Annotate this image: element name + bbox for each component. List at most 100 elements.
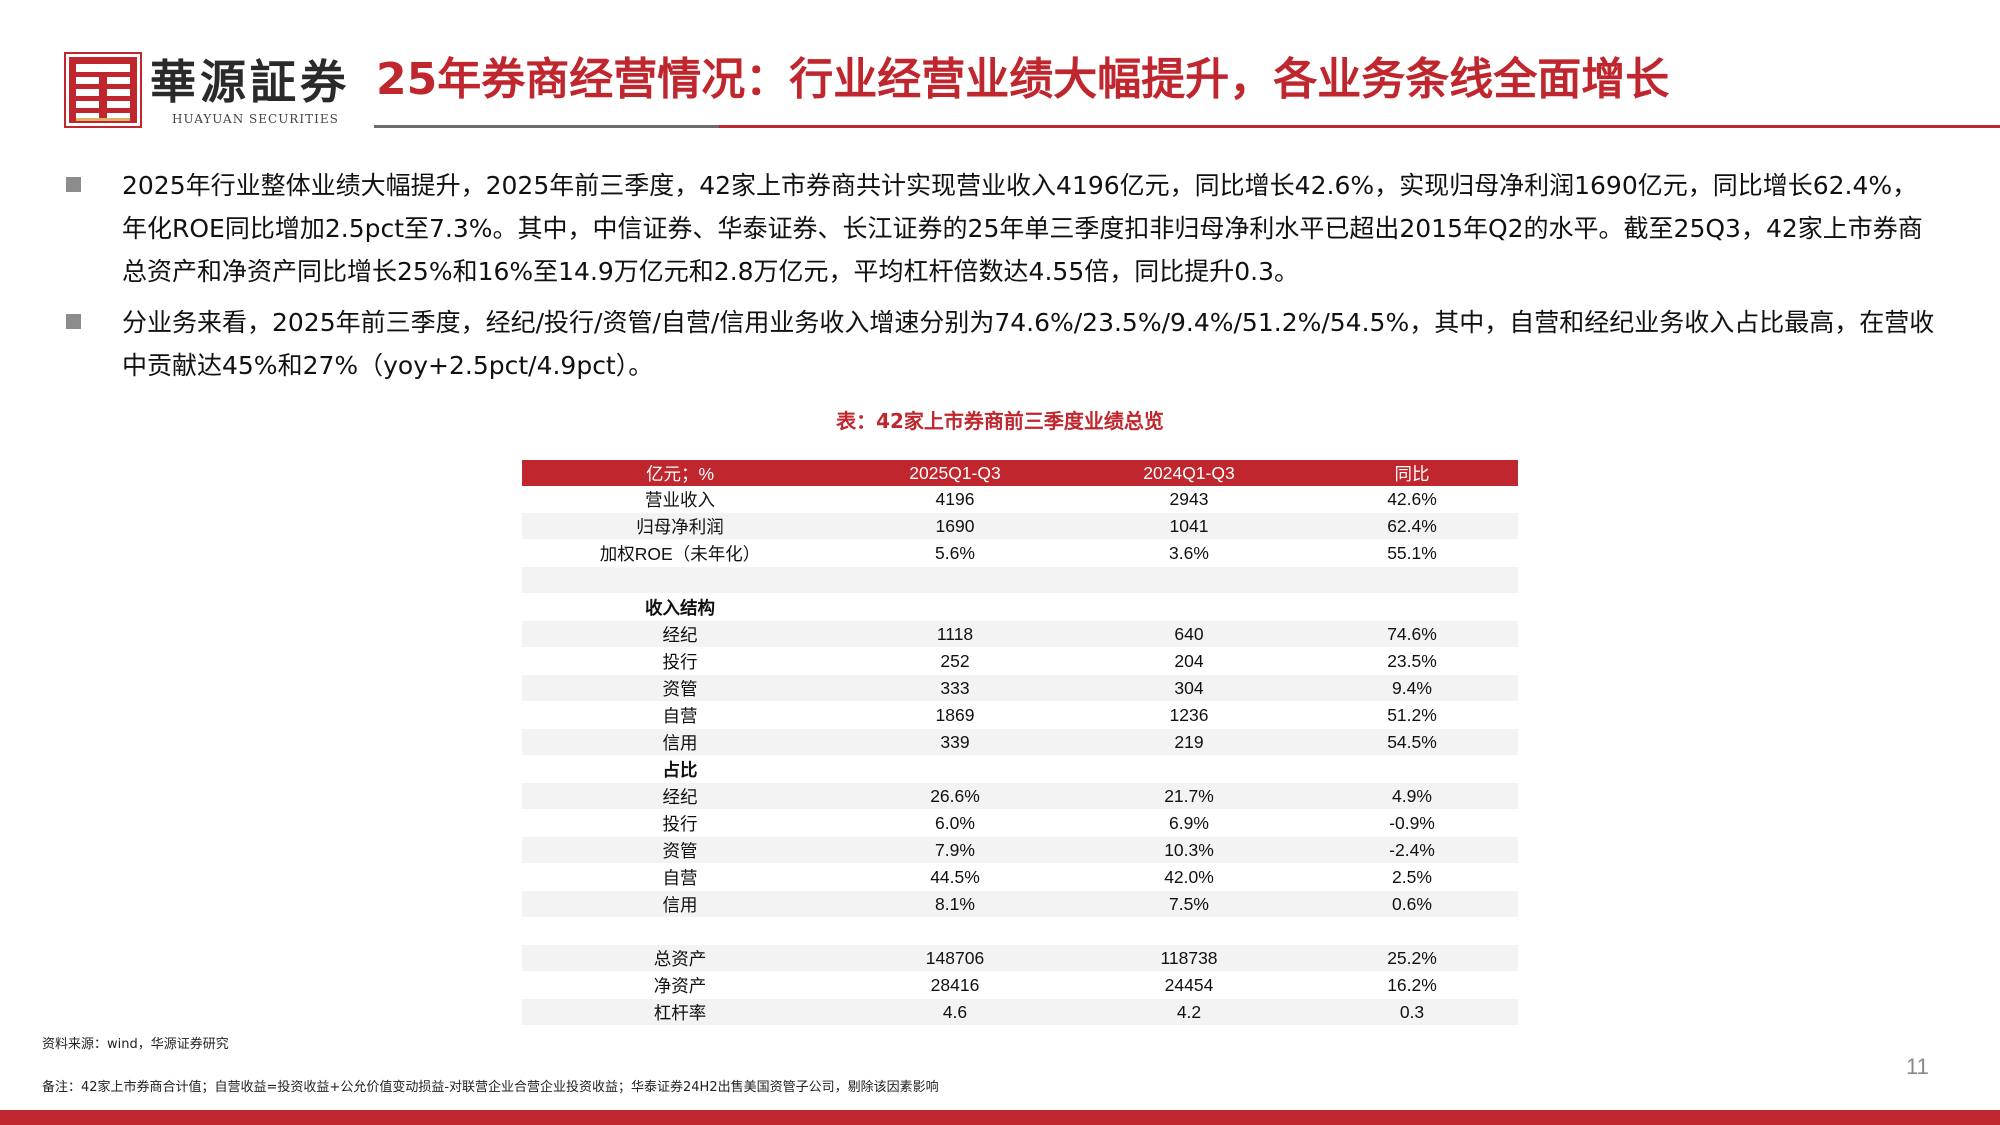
table-cell: 23.5% (1306, 647, 1518, 675)
table-cell: 219 (1072, 728, 1306, 756)
table-cell: 总资产 (522, 944, 838, 972)
table-cell: 资管 (522, 674, 838, 702)
bullet-item: 分业务来看，2025年前三季度，经纪/投行/资管/自营/信用业务收入增速分别为7… (66, 301, 1942, 387)
table-cell: 1869 (838, 701, 1072, 729)
header-cell: 同比 (1306, 460, 1518, 486)
table-cell: 自营 (522, 863, 838, 891)
table-cell: 333 (838, 674, 1072, 702)
table-row: 经纪 1118 640 74.6% (522, 620, 1518, 648)
table-cell: 55.1% (1306, 539, 1518, 567)
table-row: 收入结构 (522, 593, 1518, 621)
table-cell (1072, 566, 1306, 594)
table-cell: 6.0% (838, 809, 1072, 837)
header-cell: 亿元；% (522, 460, 838, 486)
title-underline-grey (374, 125, 719, 128)
table-row (522, 917, 1518, 945)
table-cell: 339 (838, 728, 1072, 756)
table-cell: 信用 (522, 728, 838, 756)
table-row: 占比 (522, 755, 1518, 783)
table-cell: 74.6% (1306, 620, 1518, 648)
header-cell: 2025Q1-Q3 (838, 460, 1072, 486)
table-cell: 26.6% (838, 782, 1072, 810)
table-cell: 资管 (522, 836, 838, 864)
table-cell: 118738 (1072, 944, 1306, 972)
table-cell: 62.4% (1306, 512, 1518, 540)
table-cell (1072, 755, 1306, 783)
table-cell: 204 (1072, 647, 1306, 675)
table-row: 信用 339 219 54.5% (522, 728, 1518, 756)
table-cell: 经纪 (522, 782, 838, 810)
table-cell: 7.9% (838, 836, 1072, 864)
table-cell: 0.3 (1306, 998, 1518, 1026)
table-header-row: 亿元；% 2025Q1-Q3 2024Q1-Q3 同比 (522, 460, 1518, 486)
table-row: 总资产 148706 118738 25.2% (522, 944, 1518, 972)
table-row: 信用 8.1% 7.5% 0.6% (522, 890, 1518, 918)
table-cell: 54.5% (1306, 728, 1518, 756)
table-caption: 表：42家上市券商前三季度业绩总览 (836, 409, 1164, 433)
table-row: 经纪 26.6% 21.7% 4.9% (522, 782, 1518, 810)
remark-note: 备注：42家上市券商合计值；自营收益=投资收益+公允价值变动损益-对联营企业合营… (42, 1080, 939, 1095)
table-cell: 自营 (522, 701, 838, 729)
table-cell: 1118 (838, 620, 1072, 648)
title-underline-red (719, 125, 2000, 128)
table-cell: 51.2% (1306, 701, 1518, 729)
table-cell (522, 917, 838, 945)
table-cell (1306, 593, 1518, 621)
table-cell: 16.2% (1306, 971, 1518, 999)
table-cell: 4.6 (838, 998, 1072, 1026)
table-cell: 1690 (838, 512, 1072, 540)
bullet-text: 2025年行业整体业绩大幅提升，2025年前三季度，42家上市券商共计实现营业收… (122, 171, 1923, 286)
table-cell: 10.3% (1072, 836, 1306, 864)
table-row: 营业收入 4196 2943 42.6% (522, 486, 1518, 513)
bullet-square-icon (66, 177, 81, 192)
table-cell (838, 755, 1072, 783)
table-cell (1072, 593, 1306, 621)
bullet-text: 分业务来看，2025年前三季度，经纪/投行/资管/自营/信用业务收入增速分别为7… (122, 308, 1935, 380)
table-cell: 8.1% (838, 890, 1072, 918)
table-cell: 收入结构 (522, 593, 838, 621)
bullet-item: 2025年行业整体业绩大幅提升，2025年前三季度，42家上市券商共计实现营业收… (66, 164, 1942, 293)
table-row: 杠杆率 4.6 4.2 0.3 (522, 998, 1518, 1026)
table-cell: 投行 (522, 647, 838, 675)
table-cell: 3.6% (1072, 539, 1306, 567)
table-cell: 21.7% (1072, 782, 1306, 810)
table-cell: 1041 (1072, 512, 1306, 540)
table-row: 自营 44.5% 42.0% 2.5% (522, 863, 1518, 891)
table-cell (1306, 917, 1518, 945)
source-note: 资料来源：wind，华源证券研究 (42, 1037, 229, 1052)
table-cell: 42.6% (1306, 486, 1518, 513)
table-cell: 9.4% (1306, 674, 1518, 702)
table-cell: 0.6% (1306, 890, 1518, 918)
bullet-square-icon (66, 314, 81, 329)
table-row: 归母净利润 1690 1041 62.4% (522, 512, 1518, 540)
table-cell: 营业收入 (522, 486, 838, 513)
table-cell: -0.9% (1306, 809, 1518, 837)
table-cell: 6.9% (1072, 809, 1306, 837)
table-cell: 净资产 (522, 971, 838, 999)
table-cell: 304 (1072, 674, 1306, 702)
table-cell: 归母净利润 (522, 512, 838, 540)
table-cell: 42.0% (1072, 863, 1306, 891)
table-row: 净资产 28416 24454 16.2% (522, 971, 1518, 999)
brand-name: 華源証券 (150, 55, 350, 109)
table-cell: 经纪 (522, 620, 838, 648)
table-cell (522, 566, 838, 594)
table-cell: 2.5% (1306, 863, 1518, 891)
table-cell: 5.6% (838, 539, 1072, 567)
footer-bar (0, 1110, 2000, 1125)
table-row: 投行 252 204 23.5% (522, 647, 1518, 675)
brand-name-english: HUAYUAN SECURITIES (172, 112, 339, 126)
table-cell: 信用 (522, 890, 838, 918)
table-cell: 投行 (522, 809, 838, 837)
page-number: 11 (1906, 1054, 1929, 1079)
table-cell: 28416 (838, 971, 1072, 999)
table-row (522, 566, 1518, 594)
table-cell: 占比 (522, 755, 838, 783)
performance-table: 亿元；% 2025Q1-Q3 2024Q1-Q3 同比 营业收入 4196 2943… (522, 460, 1518, 1026)
table-cell: 44.5% (838, 863, 1072, 891)
table-cell: 1236 (1072, 701, 1306, 729)
table-cell: 252 (838, 647, 1072, 675)
table-cell (838, 593, 1072, 621)
table-cell: 2943 (1072, 486, 1306, 513)
table-cell: 640 (1072, 620, 1306, 648)
